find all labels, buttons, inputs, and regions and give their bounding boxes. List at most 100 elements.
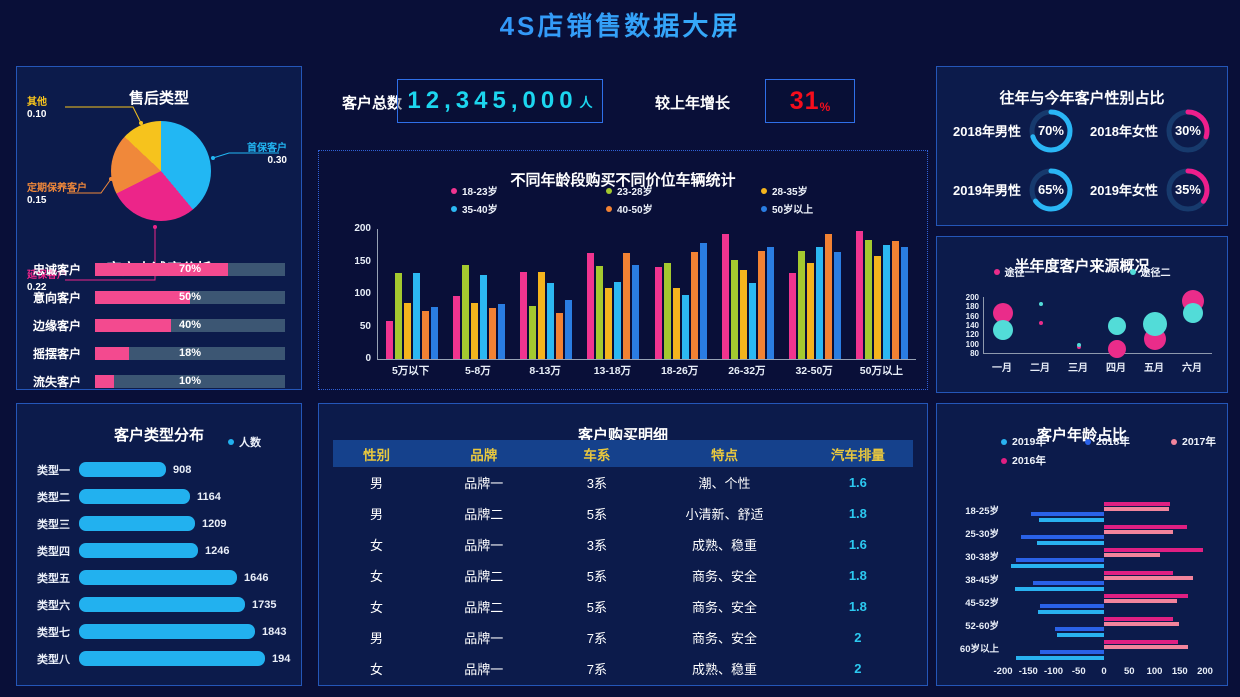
table-row[interactable]: 男 品牌一 7系 商务、安全 2 — [333, 622, 913, 653]
bar — [1016, 655, 1104, 660]
table-cell: 3系 — [586, 476, 607, 491]
table-row[interactable]: 女 品牌二 5系 商务、安全 1.8 — [333, 560, 913, 591]
loyalty-category-label: 流失客户 — [33, 375, 82, 389]
growth-unit: % — [819, 100, 831, 114]
table-cell: 7系 — [586, 662, 607, 677]
x-category-label: 8-13万 — [529, 365, 561, 377]
bar — [556, 312, 564, 359]
legend-item[interactable]: 18-23岁 — [451, 183, 606, 198]
bubble-point — [1183, 303, 1203, 324]
bar — [1104, 575, 1193, 580]
category-label: 45-52岁 — [965, 598, 999, 609]
legend-label: 18-23岁 — [462, 187, 498, 198]
x-tick-label: -200 — [993, 666, 1013, 677]
customer-type-label: 类型二 — [37, 491, 70, 504]
bubble-point — [1077, 343, 1081, 348]
table-row[interactable]: 男 品牌一 3系 潮、个性 1.6 — [333, 467, 913, 498]
page-title: 4S店销售数据大屏 — [0, 6, 1240, 43]
legend-item[interactable]: 途径二 — [1129, 264, 1171, 279]
loyalty-bar-value: 18% — [178, 347, 202, 359]
total-customers-unit: 人 — [579, 94, 593, 110]
pie-callout-extended: 延保客户 0.22 — [27, 270, 67, 294]
slice-label: 延保客户 — [27, 270, 67, 281]
legend-dot-icon — [606, 187, 612, 194]
legend-item[interactable]: 40-50岁 — [606, 201, 761, 216]
table-cell: 1.8 — [848, 599, 867, 614]
bar — [654, 267, 662, 359]
bar — [699, 243, 707, 359]
table-cell: 女 — [369, 662, 383, 677]
bar — [1030, 512, 1104, 517]
y-tick-label: 160 — [965, 311, 979, 321]
purchase-table: 性别 品牌 车系 特点 汽车排量男品牌一 3系 潮、个性 1.6 男品牌二 5系 小清新、舒适 1.8… — [333, 440, 913, 684]
gauge-ring: 35% — [1165, 167, 1211, 213]
x-tick-label: 200 — [1197, 666, 1213, 677]
y-tick-label: 150 — [354, 255, 371, 267]
legend-dot-icon — [761, 187, 767, 194]
legend-item[interactable]: 28-35岁 — [761, 183, 916, 198]
sources-title: 半年度客户来源概况 — [1014, 258, 1150, 276]
loyalty-category-label: 边缘客户 — [33, 319, 82, 333]
bar-group — [714, 229, 781, 359]
gauge-label: 2018年男性 — [953, 124, 1021, 139]
customer-type-value: 908 — [173, 463, 192, 476]
category-label: 52-60岁 — [965, 621, 999, 632]
legend-dot-icon — [993, 268, 1000, 275]
loyalty-bar-track: 70% — [95, 263, 285, 276]
bar-group — [580, 229, 647, 359]
legend-label: 35-40岁 — [462, 205, 498, 216]
table-header-cell: 特点 — [710, 447, 738, 463]
table-row[interactable]: 女 品牌二 5系 商务、安全 1.8 — [333, 591, 913, 622]
bar — [865, 240, 873, 359]
bar — [488, 308, 496, 359]
x-category-label: 六月 — [1182, 363, 1202, 374]
table-cell: 品牌一 — [464, 631, 504, 646]
table-row[interactable]: 女 品牌一 7系 成熟、稳重 2 — [333, 653, 913, 684]
bar — [412, 273, 420, 359]
table-cell: 商务、安全 — [691, 631, 757, 646]
customer-types-legend[interactable]: 人数 — [228, 434, 261, 450]
x-tick-label: 50 — [1123, 666, 1135, 677]
loyalty-category-label: 忠诚客户 — [33, 263, 82, 277]
bar — [1104, 616, 1173, 621]
x-category-label: 32-50万 — [795, 365, 833, 377]
y-tick-label: 200 — [965, 293, 979, 302]
customer-type-value: 1246 — [205, 544, 230, 557]
legend-item[interactable]: 35-40岁 — [451, 201, 606, 216]
loyalty-bar-fill — [95, 319, 171, 332]
bar — [766, 246, 774, 359]
gender-gauges: 2018年男性 70% 2018年女性 30% 2019年男性 65% 2019年女性 35% — [945, 101, 1219, 219]
table-cell: 女 — [369, 538, 383, 553]
legend-item[interactable]: 50岁以上 — [761, 201, 916, 216]
legend-item[interactable]: 2016年 — [1001, 453, 1085, 468]
loyalty-category-label: 意向客户 — [33, 291, 82, 305]
table-cell: 男 — [369, 507, 383, 522]
legend-item[interactable]: 2017年 — [1171, 434, 1216, 449]
legend-item[interactable]: 途径一 — [993, 264, 1035, 279]
loyalty-row: 边缘客户 40% — [33, 319, 285, 333]
legend-item[interactable]: 23-28岁 — [606, 183, 761, 198]
table-row[interactable]: 男 品牌二 5系 小清新、舒适 1.8 — [333, 498, 913, 529]
loyalty-row: 忠诚客户 70% — [33, 263, 285, 277]
loyalty-bar-value: 40% — [178, 319, 202, 331]
slice-value: 0.10 — [27, 109, 47, 120]
legend-dot-icon — [1129, 268, 1136, 275]
bar — [672, 287, 680, 359]
legend-item[interactable]: 2018年 — [1085, 434, 1171, 449]
aftersales-panel: 售后类型 其他 0.10 定期保养客户 0.15 延保客户 0.22 首保客户 … — [16, 66, 302, 390]
gender-share-panel: 往年与今年客户性别占比 2018年男性 70% 2018年女性 30% 2019年男性 6… — [936, 66, 1228, 226]
table-cell: 潮、个性 — [698, 476, 751, 491]
bar — [1039, 604, 1104, 609]
growth-box: 31 % — [765, 79, 855, 123]
customer-type-row: 类型八 194 — [37, 651, 293, 666]
gender-gauge: 2018年女性 30% — [1082, 101, 1219, 160]
legend-item[interactable]: 2019年 — [1001, 434, 1085, 449]
legend-dot-icon — [606, 205, 612, 212]
customer-type-bar — [79, 543, 198, 558]
x-category-label: 5万以下 — [391, 365, 430, 377]
x-category-label: 四月 — [1106, 363, 1126, 374]
table-cell: 5系 — [586, 507, 607, 522]
age-price-legend: 18-23岁 23-28岁 28-35岁 35-40岁 40-50岁 50岁以上 — [451, 183, 916, 216]
table-row[interactable]: 女 品牌一 3系 成熟、稳重 1.6 — [333, 529, 913, 560]
